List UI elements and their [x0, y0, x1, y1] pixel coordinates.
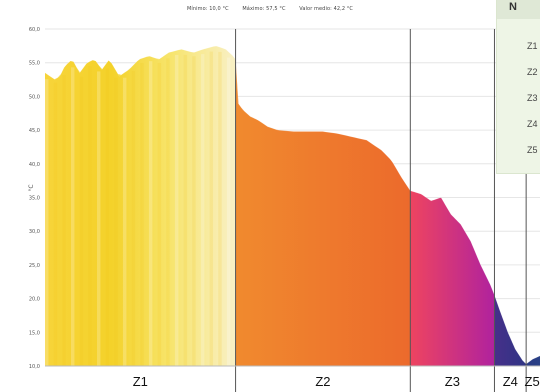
texture-stripe	[131, 70, 136, 367]
legend-item-z1: Z1	[527, 41, 538, 51]
zone-label-z1: Z1	[133, 374, 148, 389]
texture-stripe	[79, 76, 84, 366]
texture-stripe	[88, 66, 92, 366]
texture-stripe	[140, 62, 144, 366]
stat-max: Máximo: 57,5 °C	[242, 6, 286, 12]
texture-stripe	[96, 71, 101, 366]
legend-item-z3: Z3	[527, 93, 538, 103]
y-tick-label: 30,0	[29, 229, 40, 235]
legend-panel: N Z1 Z2 Z3 Z4 Z5	[496, 0, 540, 174]
texture-stripe	[45, 79, 49, 367]
zone-area-z4	[494, 295, 527, 366]
zone-area-z3	[410, 190, 495, 366]
texture-stripe	[209, 51, 214, 366]
stat-min: Mínimo: 10,0 °C	[187, 6, 229, 12]
y-tick-label: 15,0	[29, 330, 40, 336]
y-tick-label: 50,0	[29, 94, 40, 100]
texture-stripe	[62, 75, 66, 366]
zone-label-z2: Z2	[315, 374, 330, 389]
legend-header: N	[497, 0, 540, 19]
texture-stripe	[174, 54, 179, 366]
legend-item-z4: Z4	[527, 119, 538, 129]
y-tick-label: 60,0	[29, 27, 40, 33]
texture-stripe	[53, 82, 58, 367]
legend-item-z2: Z2	[527, 67, 538, 77]
texture-stripe	[157, 62, 162, 366]
texture-stripe	[218, 51, 222, 366]
texture-stripe	[114, 77, 118, 367]
zone-label-z5: Z5	[525, 374, 540, 389]
y-tick-label: 35,0	[29, 196, 40, 202]
y-tick-label: 55,0	[29, 61, 40, 67]
texture-stripe	[200, 54, 205, 366]
zone-label-z3: Z3	[445, 374, 460, 389]
y-tick-label: 25,0	[29, 263, 40, 269]
stats-line: Mínimo: 10,0 °C Máximo: 57,5 °C Valor me…	[0, 6, 540, 12]
zone-label-z4: Z4	[503, 374, 518, 389]
y-axis-label: °C	[28, 184, 35, 191]
texture-stripe	[166, 58, 170, 366]
y-tick-label: 40,0	[29, 162, 40, 168]
texture-stripe	[192, 56, 196, 367]
texture-stripe	[70, 67, 75, 366]
y-tick-label: 20,0	[29, 297, 40, 303]
y-tick-label: 45,0	[29, 128, 40, 134]
texture-stripe	[122, 77, 127, 366]
stat-avg: Valor medio: 42,2 °C	[299, 6, 353, 12]
zone-area-z5	[526, 355, 540, 366]
texture-stripe	[148, 61, 153, 367]
y-tick-label: 10,0	[29, 364, 40, 370]
zone-area-z1	[45, 46, 236, 366]
texture-stripe	[183, 54, 188, 367]
zone-area-z2	[235, 59, 411, 366]
legend-item-z5: Z5	[527, 145, 538, 155]
legend-title: N	[509, 1, 517, 13]
texture-stripe	[105, 68, 110, 366]
texture-stripe	[226, 57, 231, 366]
profile-outline	[44, 45, 540, 365]
